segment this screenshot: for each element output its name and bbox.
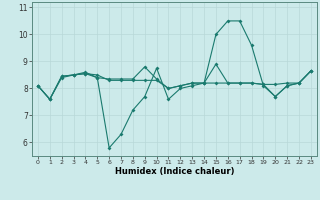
X-axis label: Humidex (Indice chaleur): Humidex (Indice chaleur) [115,167,234,176]
